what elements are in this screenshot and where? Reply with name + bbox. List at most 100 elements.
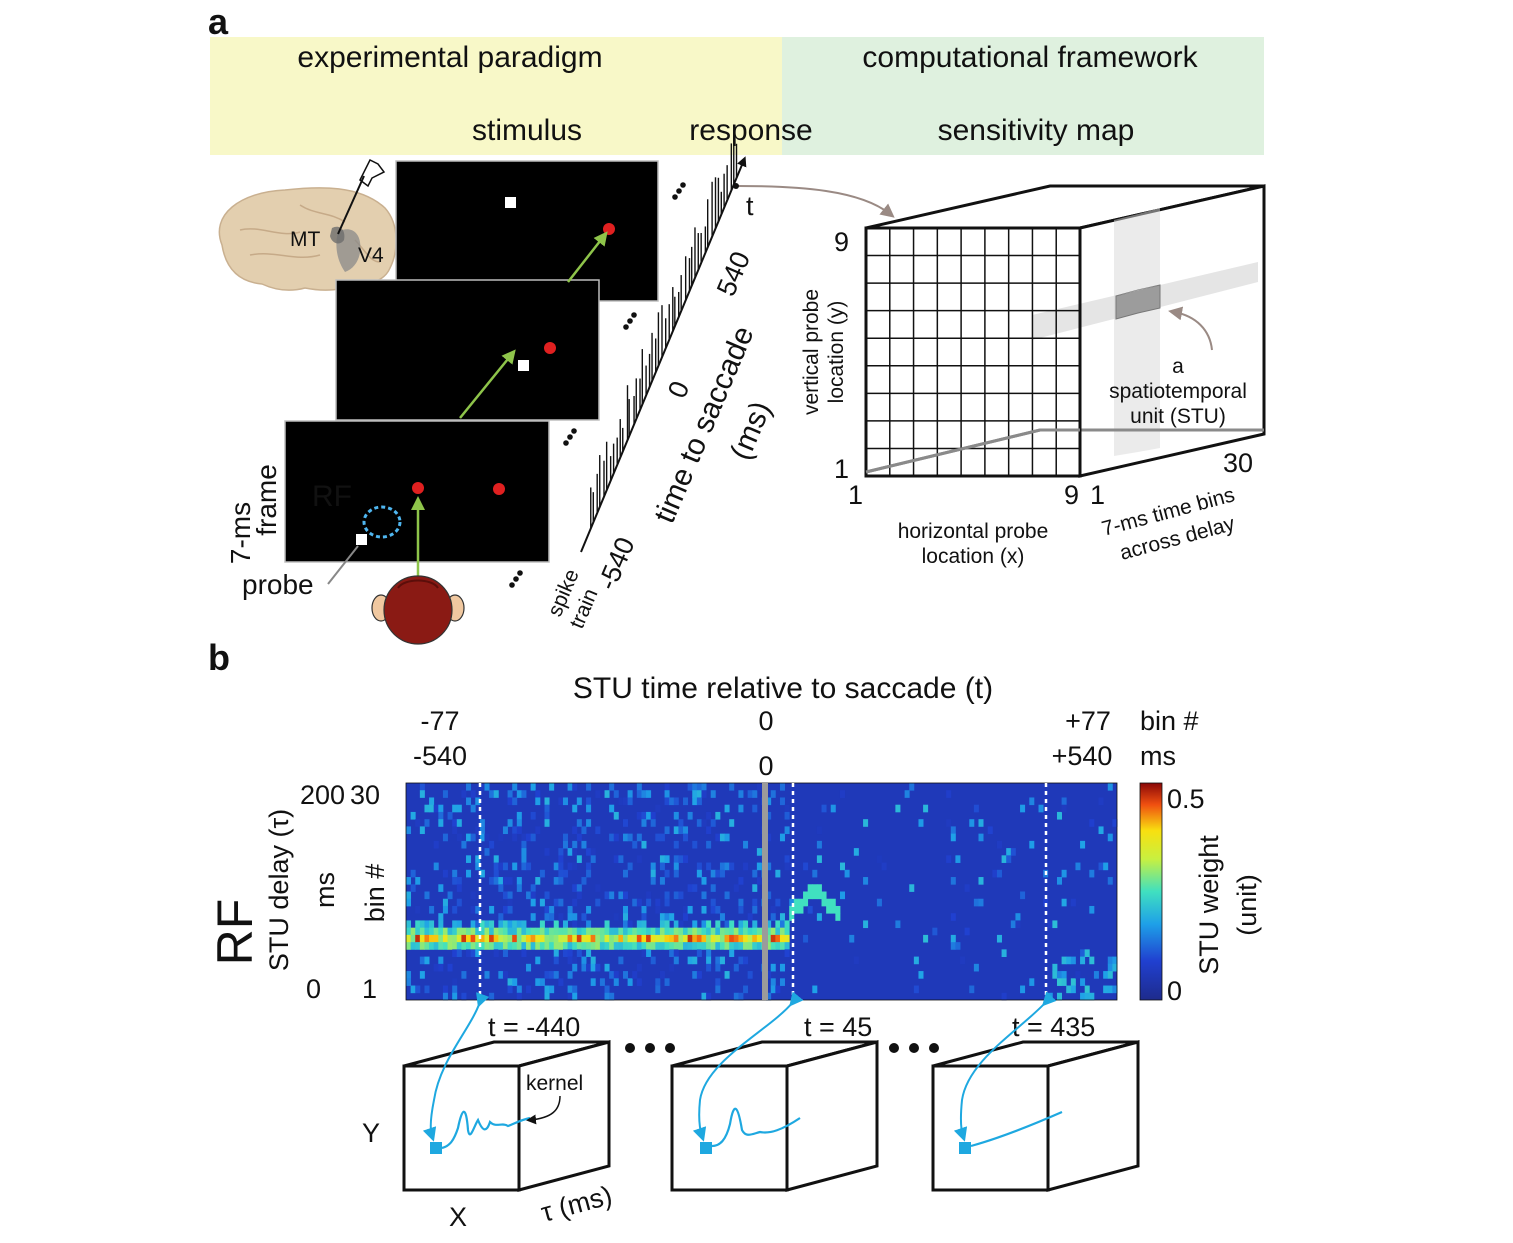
cube-axis-tau: τ (ms) [538, 1180, 615, 1228]
probe-square [700, 1142, 712, 1154]
cube-depth-end: 30 [1223, 448, 1253, 478]
electrode [337, 175, 365, 235]
spike-train [590, 130, 738, 529]
frame-label-line1: 7-ms [225, 502, 256, 564]
brain-v4-label: V4 [358, 244, 384, 267]
colorbar [1139, 782, 1163, 1001]
ellipsis-icon [509, 182, 686, 588]
kernel-cube [931, 991, 1140, 1192]
top-tick-ms-center: 0 [758, 751, 773, 781]
corner-ms-label: ms [1140, 741, 1176, 771]
rf-label: RF [312, 480, 352, 513]
marker-to-cube-arrow [692, 991, 804, 1142]
fixation-point [412, 482, 424, 494]
spike-t-label: t [746, 191, 754, 221]
saccade-target [493, 483, 505, 495]
cube-y-bottom: 1 [834, 454, 849, 484]
spike-tick-end: 540 [711, 247, 756, 300]
cube-grid [866, 228, 1080, 476]
spike-tick-start: -540 [592, 533, 641, 594]
cube-axis-x: X [449, 1202, 467, 1232]
marker-label: t = 45 [804, 1012, 872, 1042]
banner-response: response [689, 114, 812, 147]
top-tick-bin-left: -77 [420, 706, 459, 736]
stimulus-frame-middle [335, 279, 600, 421]
y-tick-ms-top: 200 [300, 780, 345, 810]
saccade-target [544, 342, 556, 354]
saccade-line [762, 783, 768, 1000]
colorbar-title-line1: STU weight [1194, 835, 1224, 975]
y-tick-bin-top: 30 [350, 780, 380, 810]
colorbar-max-label: 0.5 [1167, 784, 1205, 814]
cube-y-title-line2: location (y) [825, 301, 848, 404]
spike-axis-title-line2: (ms) [724, 397, 778, 465]
y-tick-ms-bottom: 0 [306, 974, 321, 1004]
saccade-target [603, 223, 615, 235]
saccade-arrow [567, 231, 608, 283]
monkey-brain: MT V4 [218, 158, 397, 291]
heatmap-top-title: STU time relative to saccade (t) [573, 672, 993, 705]
mt-region [330, 226, 345, 244]
cube-axis-y: Y [362, 1118, 380, 1148]
banner-right-title: computational framework [862, 41, 1198, 74]
ellipsis-icon [625, 1043, 939, 1053]
panel-a-letter: a [208, 1, 229, 42]
banner-stimulus: stimulus [472, 114, 582, 147]
cube-x-title-line1: horizontal probe [898, 520, 1049, 543]
cube-x-right: 9 [1064, 480, 1079, 510]
rf-circle [362, 505, 402, 539]
corner-bin-label: bin # [1140, 706, 1199, 736]
y-axis-ms-title: ms [310, 872, 340, 908]
stu-label-line1: a [1172, 355, 1184, 378]
panel-b-letter: b [208, 637, 230, 678]
panel-b-rf-label: RF [207, 899, 263, 966]
cube-side-face [1078, 184, 1266, 478]
kernel-pointer [526, 1095, 561, 1125]
y-axis-bin-title: bin # [360, 864, 390, 923]
cube-y-top: 9 [834, 227, 849, 257]
electrode-connector-icon [359, 158, 386, 188]
marker-to-cube-arrow [422, 992, 490, 1142]
probe-label: probe [242, 569, 314, 600]
y-tick-bin-bottom: 1 [362, 974, 377, 1004]
probe-square [430, 1142, 442, 1154]
heatmap [406, 783, 1118, 1001]
stu-label-line3: unit (STU) [1130, 405, 1226, 428]
cube-x-left: 1 [848, 480, 863, 510]
top-tick-bin-center: 0 [758, 706, 773, 736]
probe-square [356, 534, 367, 545]
banner-left-background [210, 37, 782, 155]
saccade-arrow [459, 349, 516, 419]
marker-label: t = -440 [488, 1012, 580, 1042]
brain-mt-label: MT [290, 228, 320, 251]
kernel-cube: kernel Y X τ (ms) [362, 992, 615, 1232]
y-axis-title: STU delay (τ) [264, 809, 294, 971]
cube-x-title-line2: location (x) [922, 545, 1025, 568]
marker-to-cube-arrow [953, 991, 1057, 1142]
top-tick-ms-right: +540 [1052, 741, 1113, 771]
colorbar-title-line2: (unit) [1232, 874, 1262, 936]
stu-label-line2: spatiotemporal [1109, 380, 1247, 403]
banner: experimental paradigm computational fram… [210, 37, 1264, 155]
banner-right-background [782, 37, 1264, 155]
spike-tick-zero: 0 [662, 377, 695, 403]
probe-square [959, 1142, 971, 1154]
cube-y-title-line1: vertical probe [800, 289, 823, 415]
banner-left-title: experimental paradigm [297, 41, 602, 74]
stimulus-frames: RF 7-ms frame probe [225, 160, 686, 600]
response-to-map-arrow [737, 185, 895, 218]
probe-square [518, 360, 529, 371]
probe-square [505, 197, 516, 208]
top-tick-ms-left: -540 [413, 741, 467, 771]
sensitivity-cube: 9 1 1 9 1 30 vertical probe location (y)… [800, 184, 1266, 568]
top-tick-bin-right: +77 [1065, 706, 1111, 736]
kernel-label: kernel [526, 1072, 583, 1095]
colorbar-min-label: 0 [1167, 976, 1182, 1006]
monkey-head-icon [371, 575, 465, 645]
cube-depth-start: 1 [1090, 480, 1105, 510]
kernel-cube [670, 991, 879, 1192]
frame-label-line2: frame [251, 464, 282, 536]
banner-sensitivity-map: sensitivity map [938, 114, 1135, 147]
probe-pointer [327, 545, 359, 585]
